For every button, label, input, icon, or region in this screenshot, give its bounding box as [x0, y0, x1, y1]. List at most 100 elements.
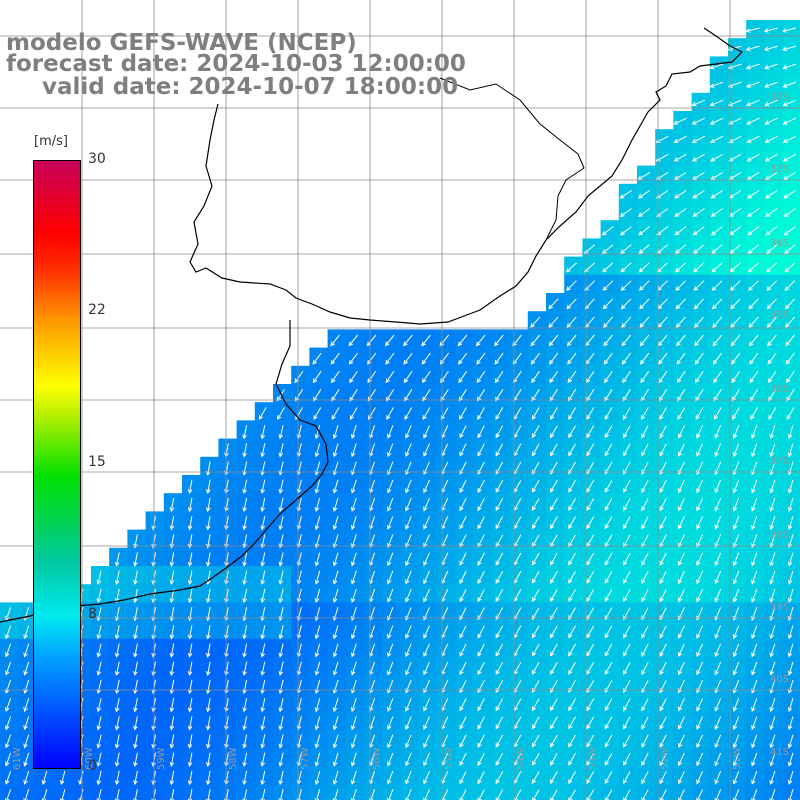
wind-arrow [732, 516, 740, 530]
wind-arrow [769, 534, 776, 549]
wind-arrow [332, 752, 339, 767]
wind-arrow [604, 643, 613, 657]
wind-arrow [169, 516, 175, 531]
wind-arrow [531, 570, 540, 584]
wind-arrow [314, 661, 321, 676]
wind-arrow [728, 153, 742, 162]
wind-arrow [623, 716, 631, 730]
wind-arrow [694, 334, 704, 347]
wind-arrow [673, 171, 687, 180]
wind-arrow [623, 734, 631, 748]
wind-arrow [187, 516, 193, 531]
wind-arrow [677, 643, 685, 657]
wind-arrow [623, 425, 631, 439]
wind-arrow [512, 334, 522, 347]
wind-arrow [604, 370, 613, 384]
wind-arrow [783, 244, 796, 254]
wind-arrow [459, 643, 467, 657]
wind-arrow [639, 334, 650, 347]
wind-arrow [603, 352, 613, 365]
wind-arrow [495, 389, 504, 402]
wind-arrow [641, 498, 649, 512]
wind-arrow [96, 661, 102, 676]
wind-arrow [23, 643, 30, 658]
wind-arrow [260, 443, 266, 458]
wind-arrow [387, 734, 394, 749]
wind-arrow [769, 752, 776, 767]
wind-arrow [531, 389, 540, 402]
wind-arrow [732, 570, 740, 585]
wind-arrow [673, 153, 687, 162]
wind-arrow [531, 407, 540, 421]
wind-arrow [691, 99, 706, 107]
wind-arrow [732, 625, 740, 640]
wind-arrow [477, 752, 485, 767]
wind-arrow [550, 516, 558, 530]
wind-arrow [350, 698, 357, 713]
wind-arrow [387, 534, 394, 549]
wind-arrow [5, 625, 12, 640]
wind-arrow [169, 643, 175, 658]
wind-arrow [623, 534, 631, 548]
wind-arrow [312, 370, 322, 384]
wind-arrow [746, 117, 760, 125]
wind-arrow [423, 497, 430, 512]
wind-arrow [787, 734, 794, 749]
wind-arrow [242, 625, 248, 640]
wind-arrow [495, 552, 504, 566]
wind-arrow [769, 625, 776, 640]
wind-arrow [495, 752, 504, 766]
wind-arrow [41, 770, 48, 785]
wind-arrow [405, 479, 412, 494]
wind-arrow [459, 661, 467, 676]
wind-arrow [604, 771, 613, 784]
wind-arrow [767, 352, 777, 365]
wind-arrow [477, 698, 485, 712]
wind-arrow [602, 298, 614, 310]
wind-arrow [205, 552, 211, 567]
wind-arrow [242, 661, 248, 676]
wind-arrow [314, 716, 321, 731]
wind-arrow [260, 570, 266, 585]
wind-arrow [782, 135, 796, 143]
wind-arrow [586, 625, 595, 639]
wind-arrow [714, 698, 722, 712]
wind-arrow [748, 298, 759, 310]
wind-arrow [260, 716, 266, 731]
wind-arrow [677, 752, 685, 767]
wind-arrow [658, 389, 668, 402]
wind-arrow [709, 99, 724, 107]
wind-arrow [710, 226, 723, 236]
wind-arrow [387, 588, 394, 603]
wind-arrow [714, 534, 722, 548]
wind-arrow [260, 515, 266, 531]
lon-label: 59W [156, 747, 167, 770]
wind-arrow [784, 280, 796, 291]
wind-arrow [641, 534, 649, 548]
wind-arrow [782, 153, 796, 162]
wind-arrow [746, 171, 760, 180]
wind-arrow [242, 643, 248, 658]
wind-arrow [586, 589, 595, 603]
wind-arrow [728, 171, 742, 180]
wind-arrow [767, 334, 777, 347]
wind-arrow [692, 171, 705, 180]
wind-arrow [641, 425, 649, 439]
wind-arrow [458, 352, 468, 365]
wind-arrow [242, 552, 248, 567]
wind-arrow [457, 334, 468, 347]
wind-arrow [641, 570, 649, 585]
wind-arrow [477, 516, 485, 530]
wind-arrow [530, 316, 541, 328]
wind-arrow [477, 425, 485, 439]
wind-arrow [350, 661, 357, 676]
wind-arrow [786, 370, 795, 384]
wind-arrow [313, 407, 322, 421]
wind-arrow [751, 443, 758, 458]
wind-arrow [677, 770, 685, 785]
wind-arrow [549, 352, 559, 365]
wind-arrow [550, 498, 558, 512]
wind-arrow [350, 497, 357, 512]
wind-arrow [531, 516, 540, 530]
wind-arrow [314, 534, 321, 549]
